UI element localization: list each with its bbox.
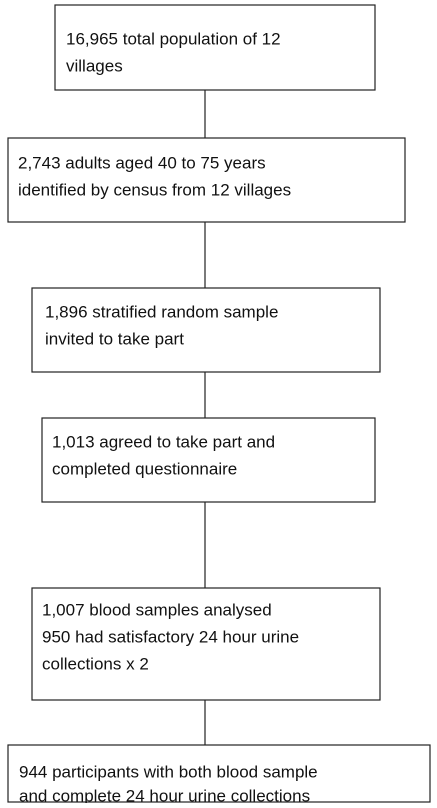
box-text: 2,743 adults aged 40 to 75 years: [18, 153, 266, 172]
box-text: 16,965 total population of 12: [66, 29, 281, 48]
box-text: completed questionnaire: [52, 459, 237, 478]
box: [7, 137, 406, 223]
box-text: 1,007 blood samples analysed: [42, 600, 272, 619]
box-text: 950 had satisfactory 24 hour urine: [42, 627, 299, 646]
box-text: collections x 2: [42, 654, 149, 673]
box: [7, 744, 431, 803]
box-text: 944 participants with both blood sample: [19, 762, 318, 781]
box-text: 1,896 stratified random sample: [45, 302, 278, 321]
box-text: villages: [66, 56, 123, 75]
box: [41, 417, 376, 503]
box: [31, 587, 381, 701]
box-text: identified by census from 12 villages: [18, 180, 291, 199]
box: [54, 4, 376, 91]
box: [31, 287, 381, 373]
box-text: and complete 24 hour urine collections: [19, 786, 310, 803]
box-text: invited to take part: [45, 329, 184, 348]
box-text: 1,013 agreed to take part and: [52, 432, 275, 451]
